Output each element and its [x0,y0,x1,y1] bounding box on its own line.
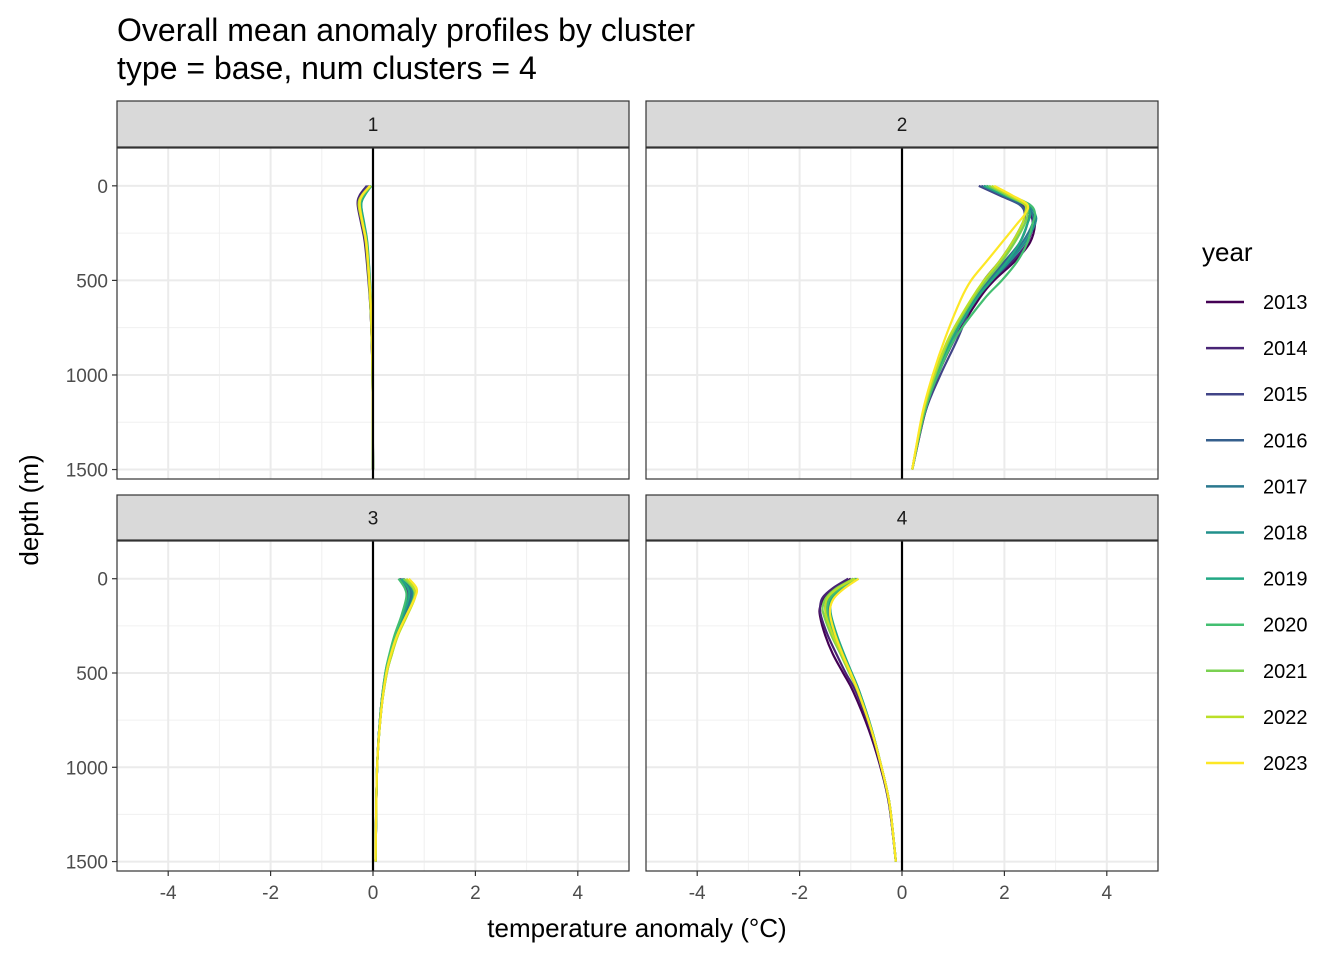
panel-1: 1 0 500 1000 1500 [66,100,630,482]
x-tick-label: 4 [1102,883,1113,904]
legend-item-2022: 2022 [1206,707,1308,729]
panel-4: 4 -4 -2 0 2 4 [645,494,1159,904]
legend-item-2019: 2019 [1206,569,1308,591]
legend-label: 2022 [1263,707,1308,729]
facet-strip [645,100,1159,148]
legend-label: 2017 [1263,476,1308,498]
legend-item-2020: 2020 [1206,615,1308,637]
x-tick-label: -2 [791,883,808,904]
x-axis-title: temperature anomaly (°C) [487,913,786,943]
x-tick-label: 0 [368,883,379,904]
panel-2: 2 [645,100,1159,480]
legend-label: 2014 [1263,338,1308,360]
profile-line-2023 [374,577,419,862]
y-tick-label: 1000 [66,366,108,387]
profile-line-2020 [911,184,1037,470]
facet-strip-label: 2 [897,115,908,136]
y-tick-label: 500 [76,664,108,685]
y-axis-title: depth (m) [14,454,44,565]
legend-item-2016: 2016 [1206,430,1308,452]
legend-label: 2015 [1263,384,1308,406]
x-tick-label: -2 [262,883,279,904]
legend-label: 2020 [1263,615,1308,637]
legend-label: 2016 [1263,430,1308,452]
x-tick-label: -4 [160,883,177,904]
facet-strip [116,494,630,541]
profile-line-2023 [911,184,1030,470]
legend-item-2021: 2021 [1206,661,1308,683]
panel-border [645,147,1159,480]
facet-strip [116,100,630,148]
x-tick-label: 0 [897,883,908,904]
profile-line-2022 [911,184,1028,470]
profile-line-2023 [828,577,897,862]
legend: year 2013 2014 2015 2016 2017 2018 2019 2020 202… [1202,237,1308,775]
legend-item-2018: 2018 [1206,523,1308,545]
legend-label: 2021 [1263,661,1308,683]
facet-strip [645,494,1159,541]
facet-strip-label: 4 [897,509,908,530]
chart-title: Overall mean anomaly profiles by cluster [117,12,695,48]
y-tick-label: 0 [97,570,108,591]
legend-item-2023: 2023 [1206,753,1308,775]
y-tick-label: 500 [76,271,108,292]
legend-label: 2023 [1263,753,1308,775]
y-tick-label: 1500 [66,461,108,482]
x-tick-label: 4 [573,883,584,904]
legend-label: 2018 [1263,523,1308,545]
chart-subtitle: type = base, num clusters = 4 [117,50,537,86]
x-tick-label: 2 [470,883,481,904]
facet-panels: 1 0 500 1000 1500 2 3 0 500 1000 1500 -4 -2 0 2 4 4 -4 -2 0… [66,100,1159,904]
y-tick-label: 1500 [66,853,108,874]
panel-border [116,147,630,480]
x-tick-label: 2 [999,883,1010,904]
legend-item-2015: 2015 [1206,384,1308,406]
y-tick-label: 0 [97,177,108,198]
facet-strip-label: 3 [368,509,379,530]
y-tick-label: 1000 [66,758,108,779]
x-tick-label: -4 [689,883,706,904]
legend-label: 2019 [1263,569,1308,591]
legend-item-2017: 2017 [1206,476,1308,498]
panel-3: 3 0 500 1000 1500 -4 -2 0 2 4 [66,494,630,904]
facet-strip-label: 1 [368,115,379,136]
legend-label: 2013 [1263,292,1308,314]
legend-item-2013: 2013 [1206,292,1308,314]
legend-title: year [1202,237,1253,267]
legend-item-2014: 2014 [1206,338,1308,360]
